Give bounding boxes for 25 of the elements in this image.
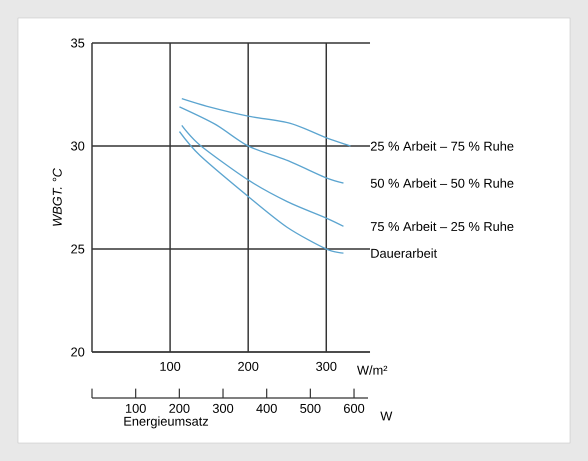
x2-tick-label: 500 — [300, 404, 321, 413]
x2-tick-label: 200 — [169, 404, 190, 413]
line-series — [181, 124, 344, 228]
y-tick-label: 20 — [71, 347, 84, 357]
y-tick-label: 25 — [71, 244, 84, 254]
x-tick-label: 100 — [160, 362, 180, 371]
x2-tick-label: 100 — [126, 404, 146, 413]
x2-tick-label: 400 — [256, 404, 277, 413]
line-series — [178, 106, 344, 184]
text: 75 % Arbeit – 25 % Ruhe — [370, 222, 514, 232]
series-label: 25 % Arbeit – 75 % Ruhe — [370, 141, 514, 151]
x-axis-title: W/m² — [357, 365, 388, 375]
x2-axis-title: Energieumsatz — [124, 416, 208, 428]
line-series — [178, 130, 344, 254]
text: W — [380, 412, 392, 420]
y-tick-label: 30 — [71, 141, 84, 151]
x2-tick-label: 300 — [212, 404, 234, 413]
line-series — [181, 98, 352, 147]
y-axis-title: WBGT. °C — [52, 168, 62, 226]
x2-tick-label: 600 — [344, 404, 364, 413]
text: 50 % Arbeit – 50 % Ruhe — [370, 178, 514, 188]
text: Dauerarbeit — [371, 248, 438, 258]
x-tick-label: 200 — [238, 362, 258, 371]
y-tick-label: 35 — [71, 38, 84, 48]
x-tick-label: 300 — [316, 362, 336, 371]
